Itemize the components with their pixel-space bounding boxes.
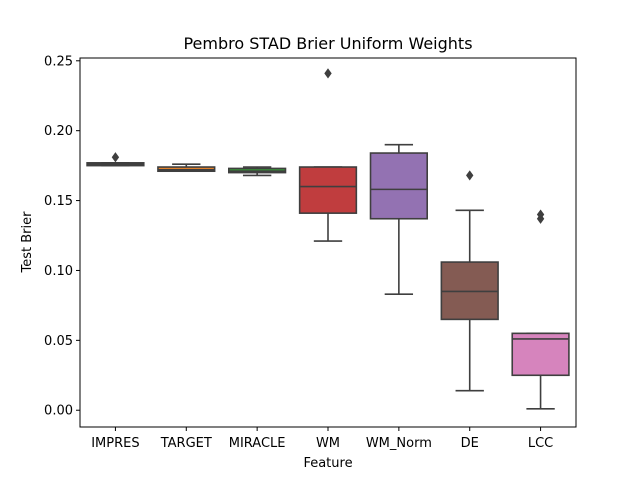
box-wm-norm — [369, 143, 428, 296]
x-tick-label: MIRACLE — [229, 436, 286, 451]
box-lcc — [511, 209, 570, 410]
x-tick-label: WM — [316, 436, 340, 451]
box-miracle — [228, 166, 287, 177]
y-tick-label: 0.20 — [44, 124, 73, 139]
x-tick-label: WM_Norm — [366, 436, 432, 451]
outlier-point — [536, 209, 545, 220]
x-axis: IMPRES TARGET MIRACLE WM WM_Norm DE LCC — [91, 427, 553, 451]
box-iqr — [298, 166, 358, 214]
chart-title: Pembro STAD Brier Uniform Weights — [183, 34, 472, 53]
y-axis: 0.00 0.05 0.10 0.15 0.20 0.25 — [44, 54, 80, 419]
x-tick-label: LCC — [528, 436, 553, 451]
outlier-point — [324, 68, 332, 79]
box-impres — [86, 152, 145, 167]
y-tick-label: 0.05 — [44, 334, 73, 349]
plot-area — [86, 68, 570, 410]
box-iqr — [369, 152, 428, 220]
y-tick-label: 0.10 — [44, 264, 73, 279]
box-wm — [298, 68, 358, 242]
box-iqr — [511, 332, 570, 377]
outlier-point — [111, 152, 120, 163]
y-tick-label: 0.25 — [44, 54, 73, 69]
x-tick-label: DE — [461, 436, 479, 451]
outlier-point — [466, 170, 474, 181]
y-tick-label: 0.15 — [44, 194, 73, 209]
x-tick-label: TARGET — [160, 436, 212, 451]
box-de — [440, 170, 499, 392]
x-tick-label: IMPRES — [91, 436, 139, 451]
y-tick-label: 0.00 — [44, 404, 73, 419]
plot-frame — [79, 57, 577, 428]
y-axis-label: Test Brier — [20, 211, 35, 274]
x-axis-label: Feature — [303, 456, 352, 471]
box-target — [157, 163, 216, 173]
